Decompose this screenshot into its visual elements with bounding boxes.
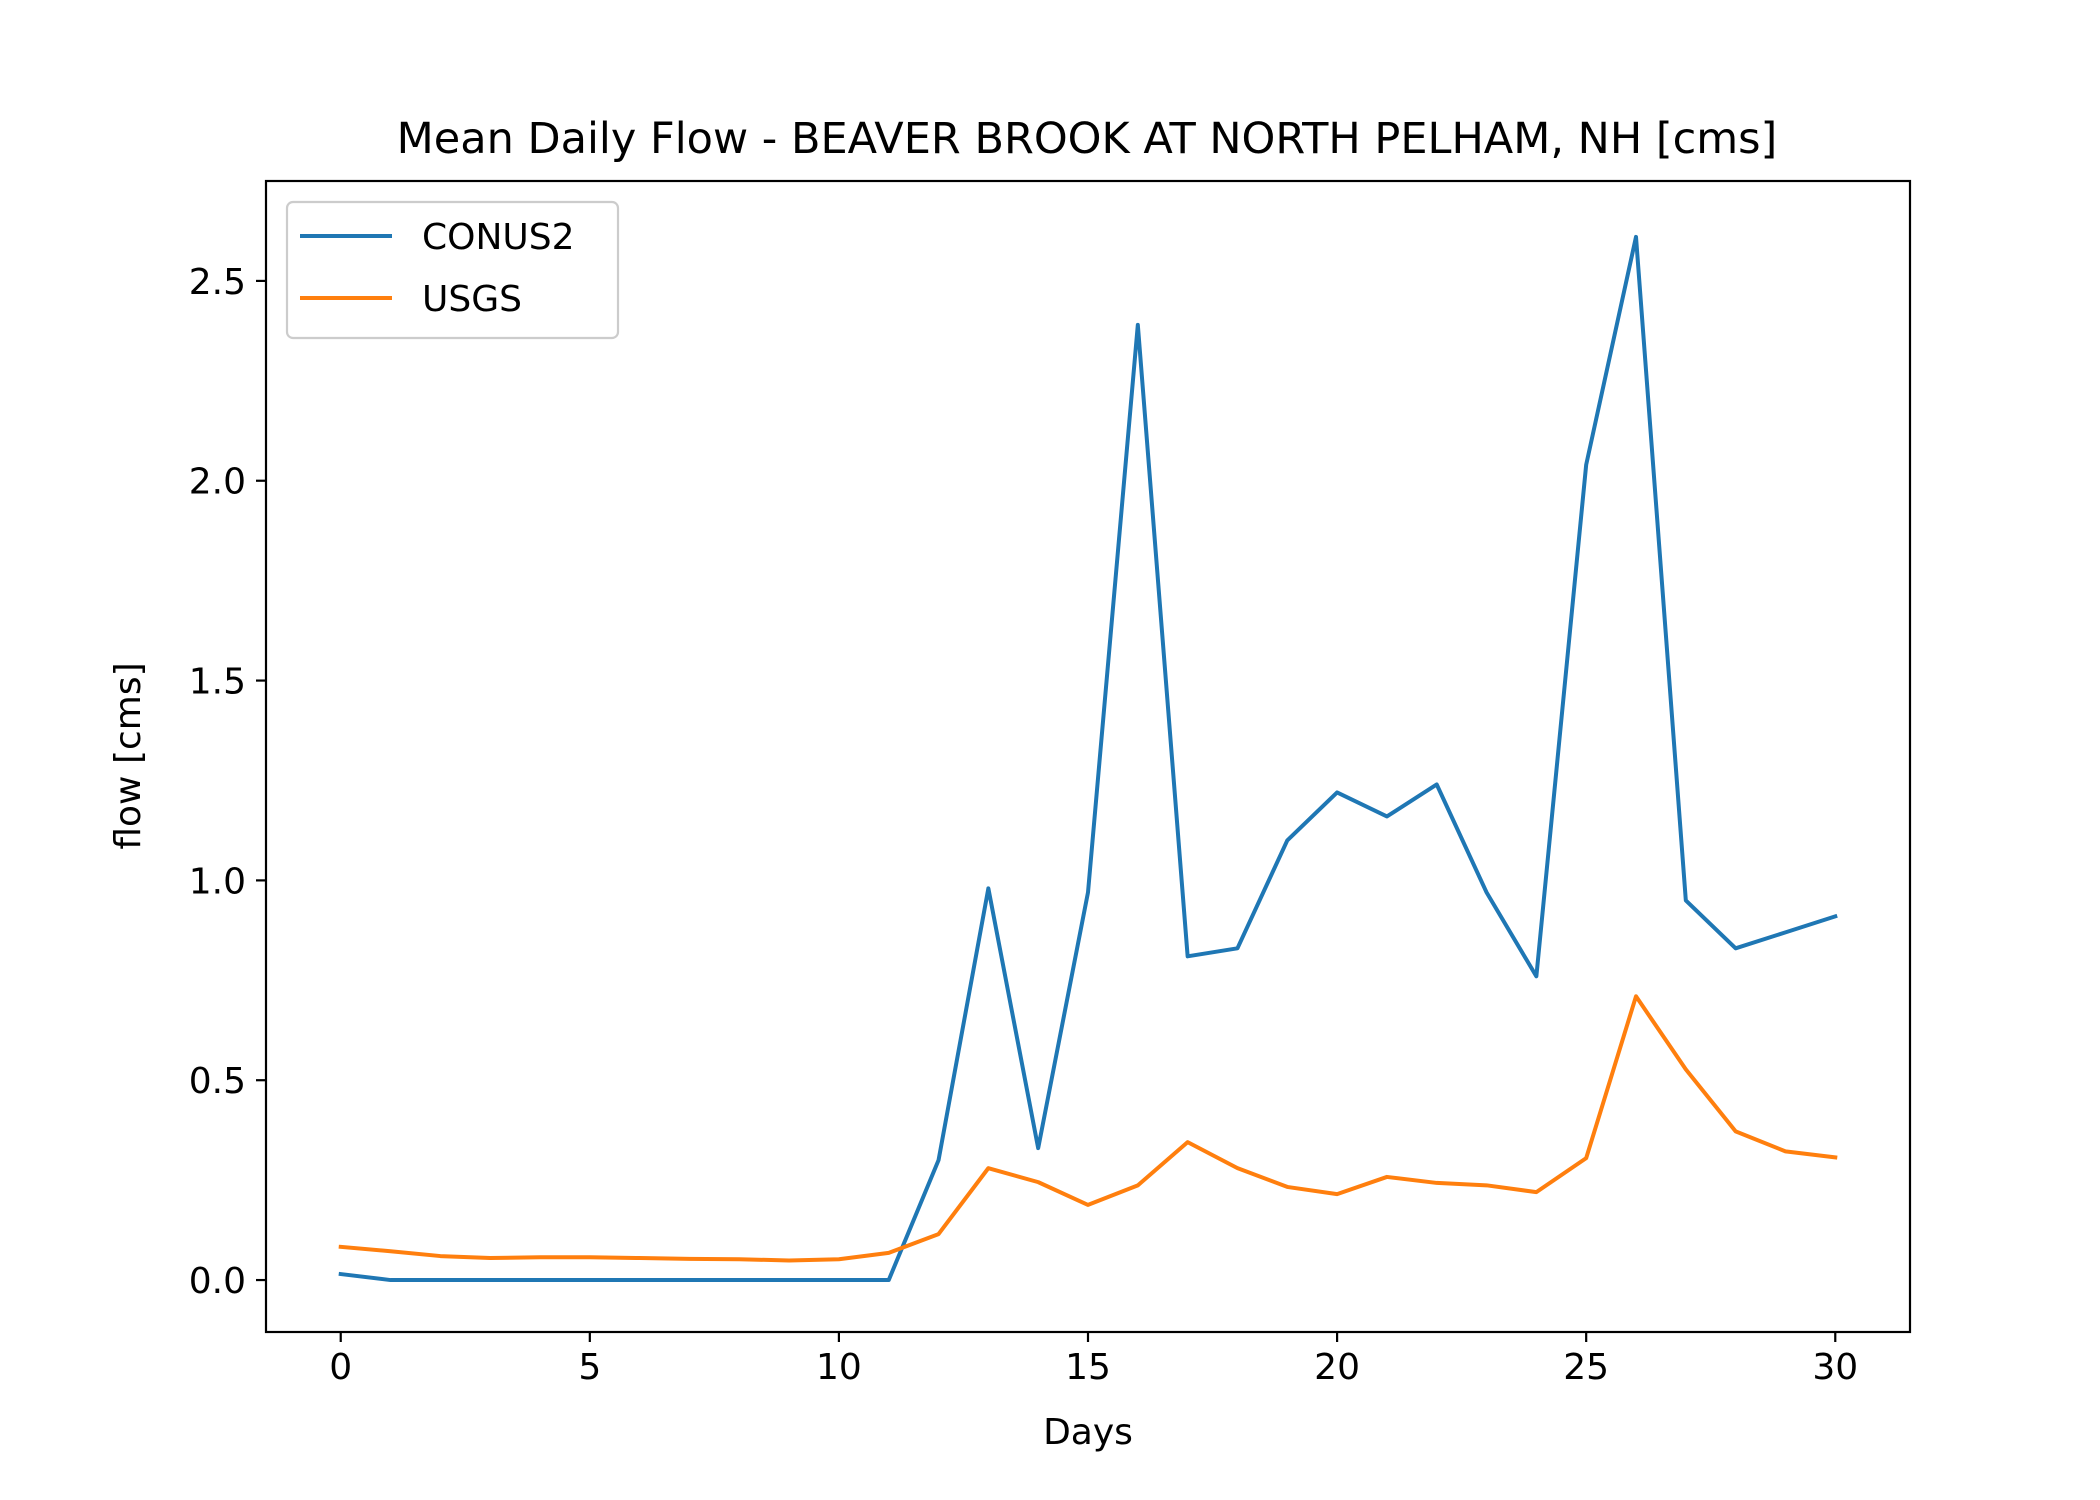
chart-title: Mean Daily Flow - BEAVER BROOK AT NORTH … bbox=[397, 114, 1778, 164]
y-tick-label: 2.5 bbox=[189, 262, 246, 303]
x-tick-label: 25 bbox=[1563, 1347, 1609, 1388]
x-axis-ticks: 0 5 10 15 20 25 30 bbox=[329, 1332, 1858, 1388]
y-tick-label: 1.0 bbox=[189, 861, 246, 902]
y-tick-label: 2.0 bbox=[189, 462, 246, 503]
series-line-usgs bbox=[338, 994, 1838, 1263]
x-tick-label: 5 bbox=[578, 1347, 601, 1388]
x-tick-label: 0 bbox=[329, 1347, 352, 1388]
y-tick-label: 0.0 bbox=[189, 1261, 246, 1302]
series-layer bbox=[338, 234, 1838, 1283]
y-tick-label: 0.5 bbox=[189, 1061, 246, 1102]
y-tick-label: 1.5 bbox=[189, 662, 246, 703]
x-tick-label: 20 bbox=[1314, 1347, 1360, 1388]
legend-label-usgs: USGS bbox=[422, 279, 522, 320]
x-tick-label: 10 bbox=[816, 1347, 862, 1388]
x-tick-label: 30 bbox=[1812, 1347, 1858, 1388]
x-axis-label: Days bbox=[1043, 1412, 1133, 1453]
legend-label-conus2: CONUS2 bbox=[422, 217, 575, 258]
legend: CONUS2 USGS bbox=[285, 200, 620, 340]
y-axis-ticks: 0.0 0.5 1.0 1.5 2.0 2.5 bbox=[189, 262, 266, 1302]
x-tick-label: 15 bbox=[1065, 1347, 1111, 1388]
series-line-conus2 bbox=[338, 234, 1838, 1283]
y-axis-label: flow [cms] bbox=[108, 662, 149, 849]
